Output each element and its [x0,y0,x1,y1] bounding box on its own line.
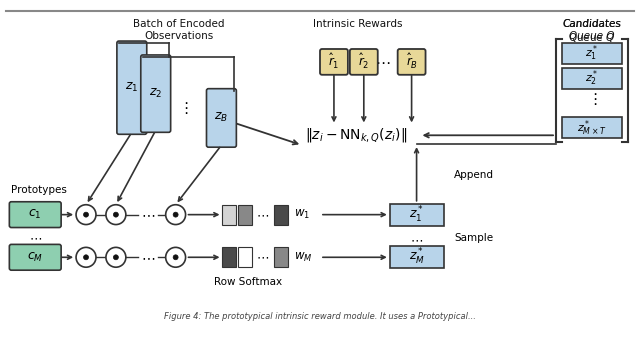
Text: Figure 4: The prototypical intrinsic reward module. It uses a Prototypical...: Figure 4: The prototypical intrinsic rew… [164,312,476,321]
Text: Append: Append [454,170,495,180]
FancyBboxPatch shape [141,55,171,132]
Text: $w_1$: $w_1$ [294,208,310,221]
Text: Row Softmax: Row Softmax [214,277,282,287]
Text: Intrinsic Rewards: Intrinsic Rewards [313,19,403,29]
Bar [238,205,252,225]
Text: $\cdots$: $\cdots$ [256,208,269,221]
Text: $c_M$: $c_M$ [27,251,44,264]
Text: Sample: Sample [454,233,493,243]
Bar [562,117,621,138]
Circle shape [76,205,96,225]
FancyBboxPatch shape [397,49,426,75]
FancyBboxPatch shape [117,41,147,134]
Bar [562,43,621,64]
Text: Prototypes: Prototypes [12,185,67,195]
Bar [238,247,252,267]
Circle shape [84,212,88,217]
Text: $z_2$: $z_2$ [149,87,163,100]
Text: Candidates
Queue $Q$: Candidates Queue $Q$ [563,19,621,44]
Text: $\|z_i - \mathrm{NN}_{k,Q}(z_i)\|$: $\|z_i - \mathrm{NN}_{k,Q}(z_i)\|$ [305,126,407,144]
Text: $\hat{r}_B$: $\hat{r}_B$ [406,53,418,71]
Circle shape [166,205,186,225]
Circle shape [173,255,178,260]
Text: $c_1$: $c_1$ [28,208,42,221]
Bar [274,247,288,267]
FancyBboxPatch shape [207,89,236,147]
Text: $\cdots$: $\cdots$ [375,55,390,69]
Text: $\hat{r}_1$: $\hat{r}_1$ [328,53,340,71]
Circle shape [173,212,178,217]
Text: $\hat{r}_2$: $\hat{r}_2$ [358,53,369,71]
Text: $z_M^*$: $z_M^*$ [408,247,424,267]
Text: $w_M$: $w_M$ [294,251,312,264]
FancyBboxPatch shape [10,202,61,227]
Circle shape [84,255,88,260]
Text: $\cdots$: $\cdots$ [141,250,155,264]
Text: $z_1^*$: $z_1^*$ [585,44,598,63]
Text: $z_2^*$: $z_2^*$ [585,69,598,88]
Bar [562,68,621,89]
Circle shape [106,205,126,225]
Text: $\cdots$: $\cdots$ [29,231,42,244]
Text: $\vdots$: $\vdots$ [179,100,189,116]
Text: $z_1$: $z_1$ [125,81,138,94]
Bar [274,205,288,225]
Text: $z_B$: $z_B$ [214,112,228,124]
Circle shape [113,212,118,217]
FancyBboxPatch shape [10,244,61,270]
Circle shape [166,247,186,267]
Text: $\vdots$: $\vdots$ [587,91,597,107]
Circle shape [76,247,96,267]
Bar [390,247,444,268]
Text: $z_1^*$: $z_1^*$ [409,205,424,225]
Text: $z_{M\times T}^*$: $z_{M\times T}^*$ [577,118,607,138]
Text: $\cdots$: $\cdots$ [410,233,423,246]
Bar [223,205,236,225]
Text: $\cdots$: $\cdots$ [256,251,269,264]
FancyBboxPatch shape [320,49,348,75]
Bar [223,247,236,267]
Text: Batch of Encoded
Observations: Batch of Encoded Observations [133,19,225,41]
Circle shape [106,247,126,267]
Bar [390,204,444,225]
Text: $\cdots$: $\cdots$ [141,208,155,222]
FancyBboxPatch shape [350,49,378,75]
Text: Candidates
Queue Q: Candidates Queue Q [563,19,621,41]
Circle shape [113,255,118,260]
